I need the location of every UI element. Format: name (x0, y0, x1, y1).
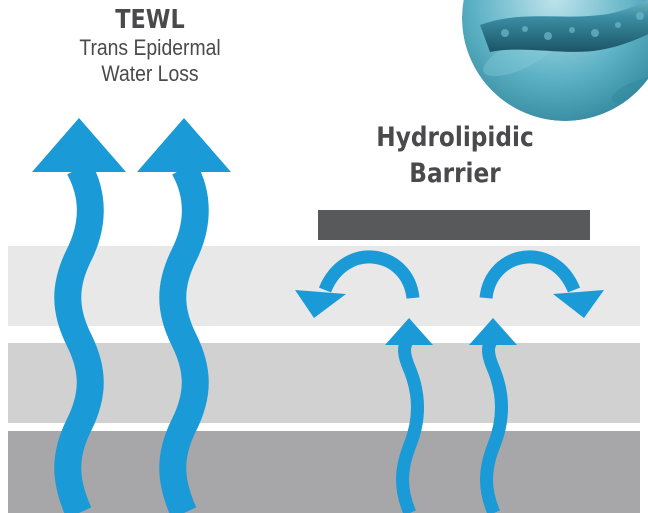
tewl-label: TEWL Trans Epidermal Water Loss (40, 5, 260, 87)
tewl-title: TEWL (115, 5, 185, 35)
barrier-label: Hydrolipidic Barrier (345, 120, 565, 192)
tewl-subtitle-line2: Water Loss (101, 61, 199, 86)
barrier-title-line1: Hydrolipidic (376, 122, 534, 153)
deflect-arrow-right (479, 250, 604, 318)
barrier-rising-arrow-1 (385, 318, 433, 513)
skin-layer-middle (8, 343, 640, 423)
skin-layer-bottom (8, 431, 640, 513)
tewl-subtitle-line1: Trans Epidermal (79, 35, 221, 60)
bacteria-image (462, 0, 648, 121)
deflect-arrow-left (295, 250, 420, 318)
barrier-title-line2: Barrier (409, 158, 501, 189)
hydrolipidic-barrier-bar (318, 210, 590, 240)
tewl-arrow-1 (32, 118, 126, 513)
barrier-rising-arrow-2 (469, 318, 517, 513)
tewl-arrow-2 (137, 118, 231, 513)
